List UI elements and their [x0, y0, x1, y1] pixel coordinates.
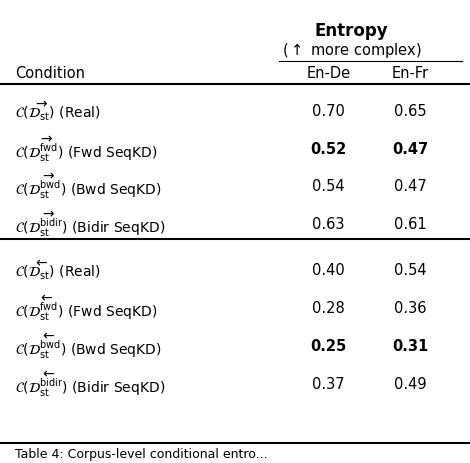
Text: 0.70: 0.70	[312, 104, 345, 119]
Text: 0.36: 0.36	[394, 300, 426, 315]
Text: 0.54: 0.54	[394, 263, 426, 278]
Text: $\mathcal{C}(\overleftarrow{\mathcal{D}_{\mathrm{st}}^{\mathrm{fwd}}})$ (Fwd Seq: $\mathcal{C}(\overleftarrow{\mathcal{D}_…	[16, 294, 158, 322]
Text: 0.40: 0.40	[312, 263, 345, 278]
Text: 0.25: 0.25	[310, 338, 346, 353]
Text: 0.49: 0.49	[394, 375, 426, 391]
Text: 0.65: 0.65	[394, 104, 426, 119]
Text: $\mathcal{C}(\overleftarrow{\mathcal{D}_{\mathrm{st}}^{\mathrm{bwd}}})$ (Bwd Seq: $\mathcal{C}(\overleftarrow{\mathcal{D}_…	[16, 331, 162, 360]
Text: 0.54: 0.54	[312, 179, 345, 194]
Text: Condition: Condition	[16, 66, 86, 81]
Text: 0.37: 0.37	[312, 375, 345, 391]
Text: En-Fr: En-Fr	[392, 66, 429, 81]
Text: $\mathcal{C}(\overrightarrow{\mathcal{D}_{\mathrm{st}}^{\mathrm{bwd}}})$ (Bwd Se: $\mathcal{C}(\overrightarrow{\mathcal{D}…	[16, 172, 162, 201]
Text: $\mathcal{C}(\overrightarrow{\mathcal{D}_{\mathrm{st}}})$ (Real): $\mathcal{C}(\overrightarrow{\mathcal{D}…	[16, 100, 101, 123]
Text: Table 4: Corpus-level conditional entro...: Table 4: Corpus-level conditional entro.…	[16, 447, 268, 460]
Text: 0.52: 0.52	[310, 142, 346, 157]
Text: 0.61: 0.61	[394, 217, 426, 232]
Text: $\mathcal{C}(\overleftarrow{\mathcal{D}_{\mathrm{st}}})$ (Real): $\mathcal{C}(\overleftarrow{\mathcal{D}_…	[16, 259, 101, 282]
Text: 0.63: 0.63	[312, 217, 345, 232]
Text: ($\uparrow$ more complex): ($\uparrow$ more complex)	[282, 41, 422, 60]
Text: 0.31: 0.31	[392, 338, 428, 353]
Text: 0.28: 0.28	[312, 300, 345, 315]
Text: $\mathcal{C}(\overrightarrow{\mathcal{D}_{\mathrm{st}}^{\mathrm{fwd}}})$ (Fwd Se: $\mathcal{C}(\overrightarrow{\mathcal{D}…	[16, 135, 158, 164]
Text: Entropy: Entropy	[315, 22, 389, 40]
Text: $\mathcal{C}(\overrightarrow{\mathcal{D}_{\mathrm{st}}^{\mathrm{bidir}}})$ (Bidi: $\mathcal{C}(\overrightarrow{\mathcal{D}…	[16, 210, 165, 239]
Text: 0.47: 0.47	[392, 142, 428, 157]
Text: En-De: En-De	[306, 66, 351, 81]
Text: 0.47: 0.47	[394, 179, 427, 194]
Text: $\mathcal{C}(\overleftarrow{\mathcal{D}_{\mathrm{st}}^{\mathrm{bidir}}})$ (Bidir: $\mathcal{C}(\overleftarrow{\mathcal{D}_…	[16, 369, 165, 398]
